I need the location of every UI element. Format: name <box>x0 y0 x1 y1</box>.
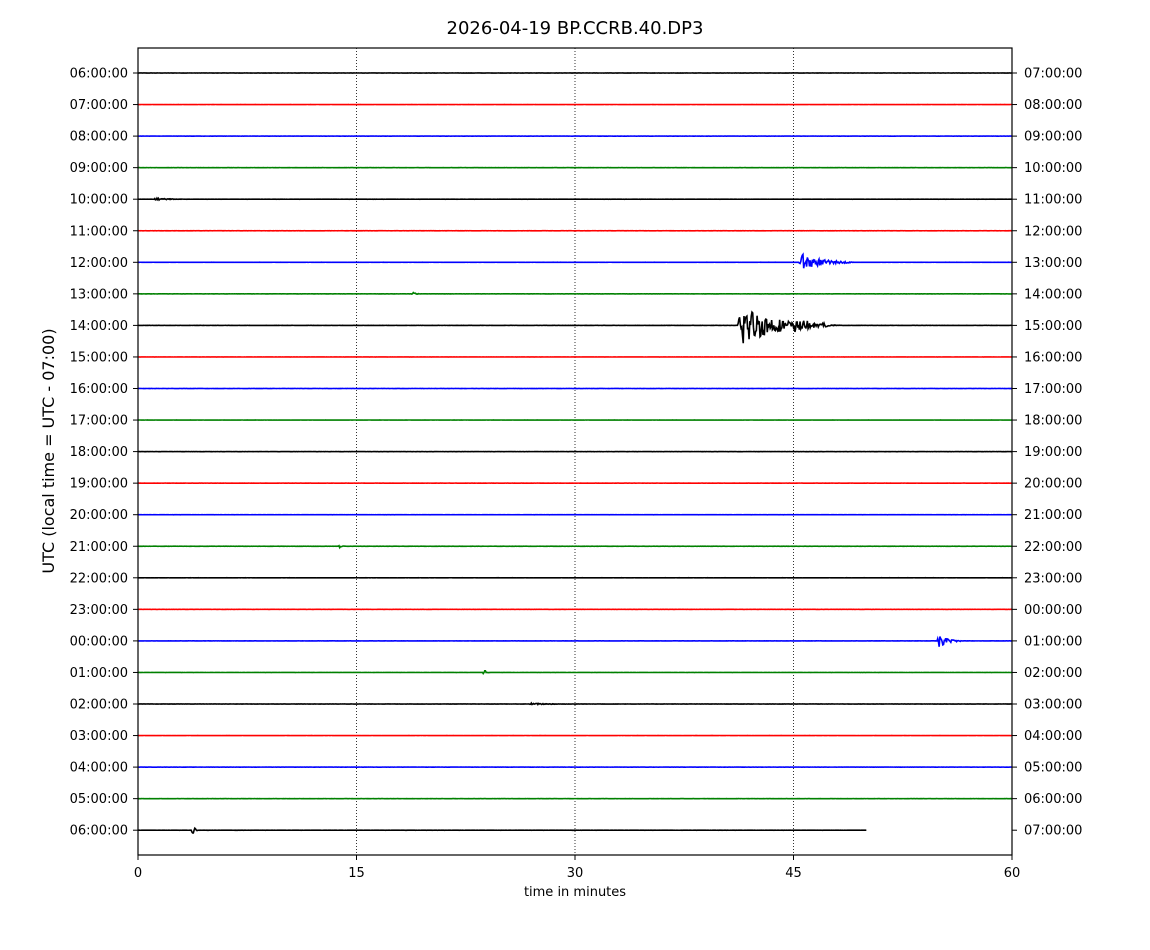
trace-line-24 <box>137 826 867 834</box>
trace-line-20 <box>137 701 1013 707</box>
right-time-label: 07:00:00 <box>1024 67 1082 82</box>
x-tick-label: 30 <box>567 866 584 881</box>
left-time-label: 21:00:00 <box>70 540 128 555</box>
right-time-label: 04:00:00 <box>1024 729 1082 744</box>
x-tick-label: 45 <box>785 866 802 881</box>
left-time-label: 06:00:00 <box>70 67 128 82</box>
left-time-label: 16:00:00 <box>70 382 128 397</box>
left-time-label: 14:00:00 <box>70 319 128 334</box>
right-time-label: 23:00:00 <box>1024 571 1082 586</box>
right-time-label: 18:00:00 <box>1024 414 1082 429</box>
right-time-label: 20:00:00 <box>1024 477 1082 492</box>
right-time-label: 06:00:00 <box>1024 792 1082 807</box>
right-time-label: 12:00:00 <box>1024 224 1082 239</box>
chart-title: 2026-04-19 BP.CCRB.40.DP3 <box>447 18 704 39</box>
left-time-label: 07:00:00 <box>70 98 128 113</box>
left-time-label: 09:00:00 <box>70 161 128 176</box>
right-time-label: 09:00:00 <box>1024 130 1082 145</box>
right-time-label: 03:00:00 <box>1024 698 1082 713</box>
right-time-labels: 07:00:00 08:00:00 09:00:00 10:00:00 11:00:00… <box>1012 67 1082 839</box>
left-time-label: 23:00:00 <box>70 603 128 618</box>
trace-line-18 <box>137 635 1013 647</box>
left-time-label: 12:00:00 <box>70 256 128 271</box>
x-axis-ticks: 0 15 30 45 60 <box>134 855 1020 881</box>
left-time-label: 20:00:00 <box>70 508 128 523</box>
right-time-label: 01:00:00 <box>1024 634 1082 649</box>
right-time-label: 07:00:00 <box>1024 824 1082 839</box>
right-time-label: 10:00:00 <box>1024 161 1082 176</box>
left-time-label: 08:00:00 <box>70 130 128 145</box>
left-time-label: 06:00:00 <box>70 824 128 839</box>
trace-line-4 <box>137 196 1013 202</box>
trace-line-19 <box>137 669 1013 676</box>
x-tick-label: 0 <box>134 866 142 881</box>
trace-line-7 <box>137 291 1013 296</box>
left-time-label: 02:00:00 <box>70 698 128 713</box>
left-time-label: 10:00:00 <box>70 193 128 208</box>
right-time-label: 08:00:00 <box>1024 98 1082 113</box>
right-time-label: 14:00:00 <box>1024 287 1082 302</box>
left-time-label: 00:00:00 <box>70 634 128 649</box>
trace-line-15 <box>137 544 1013 550</box>
right-time-label: 13:00:00 <box>1024 256 1082 271</box>
right-time-label: 17:00:00 <box>1024 382 1082 397</box>
left-time-label: 22:00:00 <box>70 571 128 586</box>
x-tick-label: 15 <box>348 866 365 881</box>
right-time-label: 21:00:00 <box>1024 508 1082 523</box>
left-time-label: 17:00:00 <box>70 414 128 429</box>
left-time-label: 05:00:00 <box>70 792 128 807</box>
x-axis-label: time in minutes <box>524 885 626 900</box>
left-time-label: 15:00:00 <box>70 350 128 365</box>
trace-line-8 <box>137 310 1013 344</box>
right-time-label: 00:00:00 <box>1024 603 1082 618</box>
right-time-label: 22:00:00 <box>1024 540 1082 555</box>
left-time-labels: 06:00:00 07:00:00 08:00:00 09:00:00 10:00:00… <box>70 67 138 839</box>
right-time-label: 15:00:00 <box>1024 319 1082 334</box>
y-axis-label: UTC (local time = UTC - 07:00) <box>39 328 58 573</box>
right-time-label: 11:00:00 <box>1024 193 1082 208</box>
left-time-label: 11:00:00 <box>70 224 128 239</box>
trace-line-6 <box>137 252 1013 269</box>
trace-group <box>137 72 1013 834</box>
left-time-label: 03:00:00 <box>70 729 128 744</box>
left-time-label: 13:00:00 <box>70 287 128 302</box>
right-time-label: 05:00:00 <box>1024 761 1082 776</box>
right-time-label: 16:00:00 <box>1024 350 1082 365</box>
x-tick-label: 60 <box>1004 866 1021 881</box>
left-time-label: 04:00:00 <box>70 761 128 776</box>
grid-lines <box>356 48 794 855</box>
left-time-label: 19:00:00 <box>70 477 128 492</box>
left-time-label: 01:00:00 <box>70 666 128 681</box>
right-time-label: 19:00:00 <box>1024 445 1082 460</box>
right-time-label: 02:00:00 <box>1024 666 1082 681</box>
left-time-label: 18:00:00 <box>70 445 128 460</box>
